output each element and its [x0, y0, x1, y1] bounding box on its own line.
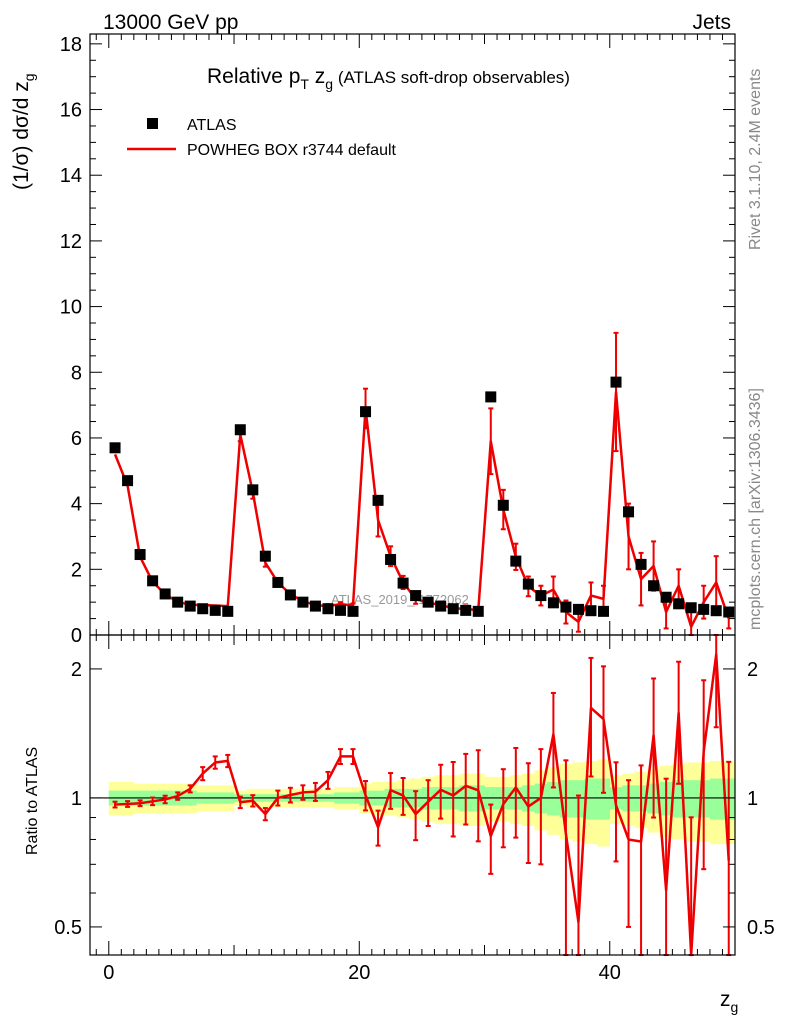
atlas-data-point: [710, 605, 722, 617]
atlas-data-point: [422, 596, 434, 608]
atlas-data-point: [685, 602, 697, 614]
atlas-data-point: [334, 604, 346, 616]
atlas-data-point: [472, 605, 484, 617]
chart-title: Relative pT zg (ATLAS soft-drop observab…: [207, 65, 570, 92]
atlas-data-point: [597, 605, 609, 617]
y-tick-label: 8: [71, 362, 82, 384]
mcplots-label: mcplots.cern.ch [arXiv:1306.3436]: [747, 388, 764, 630]
atlas-data-point: [209, 604, 221, 616]
ratio-plot-frame: [89, 634, 736, 956]
atlas-data-point: [385, 553, 397, 565]
atlas-data-point: [485, 391, 497, 403]
atlas-data-point: [698, 603, 710, 615]
category-label: Jets: [692, 11, 731, 34]
atlas-data-point: [673, 598, 685, 610]
atlas-data-point: [560, 601, 572, 613]
atlas-data-point: [723, 606, 735, 618]
main-mc-series: [113, 331, 732, 636]
ratio-tick-label-right: 0.5: [747, 917, 775, 939]
energy-label: 13000 GeV pp: [103, 11, 238, 34]
atlas-data-point: [435, 600, 447, 612]
svg-text:(1/σ) dσ/d zg: (1/σ) dσ/d zg: [10, 73, 37, 190]
legend-mc-label: POWHEG BOX r3744 default: [187, 142, 397, 159]
atlas-data-point: [372, 494, 384, 506]
atlas-data-point: [497, 499, 509, 511]
x-axis-label: zg: [720, 988, 738, 1015]
atlas-data-point: [234, 424, 246, 436]
y-tick-label: 12: [60, 231, 82, 253]
atlas-data-point: [572, 603, 584, 615]
band-green-bin: [709, 778, 723, 820]
atlas-data-point: [247, 484, 259, 496]
atlas-data-point: [460, 604, 472, 616]
atlas-data-point: [109, 442, 121, 454]
y-tick-label: 2: [71, 559, 82, 581]
ratio-tick-label-right: 1: [747, 788, 758, 810]
atlas-data-point: [635, 558, 647, 570]
rivet-version-label: Rivet 3.1.10, 2.4M events: [747, 69, 764, 250]
atlas-data-point: [122, 475, 134, 487]
y-tick-label: 14: [60, 165, 82, 187]
atlas-data-point: [660, 591, 672, 603]
atlas-data-point: [410, 590, 422, 602]
x-tick-label: 40: [599, 962, 621, 984]
atlas-data-point: [623, 506, 635, 518]
atlas-data-point: [585, 605, 597, 617]
band-green-bin: [584, 778, 598, 820]
y-tick-label: 18: [60, 34, 82, 56]
atlas-data-point: [447, 603, 459, 615]
atlas-data-point: [284, 589, 296, 601]
ratio-mc-curve: [114, 653, 730, 957]
legend-atlas-marker: [147, 118, 158, 129]
atlas-data-point: [510, 555, 522, 567]
ratio-tick-label: 0.5: [54, 917, 82, 939]
atlas-data-point: [222, 605, 234, 617]
band-green-bin: [547, 781, 560, 816]
atlas-data-point: [147, 575, 159, 587]
atlas-data-point: [172, 596, 184, 608]
atlas-data-point: [197, 603, 209, 615]
ratio-mc-series: [112, 634, 732, 957]
x-tick-label: 0: [103, 962, 114, 984]
y-tick-label: 10: [60, 297, 82, 319]
band-green-bin: [597, 778, 611, 820]
y-axis-label: (1/σ) dσ/d zg: [10, 73, 37, 190]
atlas-data-point: [522, 578, 534, 590]
y-tick-label: 16: [60, 100, 82, 122]
atlas-data-point: [648, 580, 660, 592]
ratio-tick-label: 1: [71, 788, 82, 810]
y-tick-label: 0: [71, 625, 82, 647]
y-tick-label: 4: [71, 494, 82, 516]
x-tick-label: 20: [348, 962, 370, 984]
atlas-data-point: [397, 577, 409, 589]
ratio-y-axis-label: Ratio to ATLAS: [24, 747, 41, 855]
legend-atlas-label: ATLAS: [187, 117, 237, 134]
ratio-tick-label: 2: [71, 659, 82, 681]
atlas-data-point: [610, 376, 622, 388]
atlas-data-point: [347, 605, 359, 617]
atlas-data-point: [360, 406, 372, 418]
atlas-data-point: [159, 588, 171, 600]
atlas-data-point: [297, 596, 309, 608]
ratio-tick-label-right: 2: [747, 659, 758, 681]
atlas-data-point: [309, 600, 321, 612]
main-data-series: [109, 376, 735, 618]
atlas-data-point: [184, 600, 196, 612]
atlas-data-point: [272, 576, 284, 588]
y-tick-label: 6: [71, 428, 82, 450]
atlas-data-point: [259, 550, 271, 562]
atlas-data-point: [322, 603, 334, 615]
atlas-data-point: [547, 597, 559, 609]
atlas-data-point: [535, 590, 547, 602]
band-green-bin: [684, 780, 698, 818]
atlas-data-point: [134, 549, 146, 561]
